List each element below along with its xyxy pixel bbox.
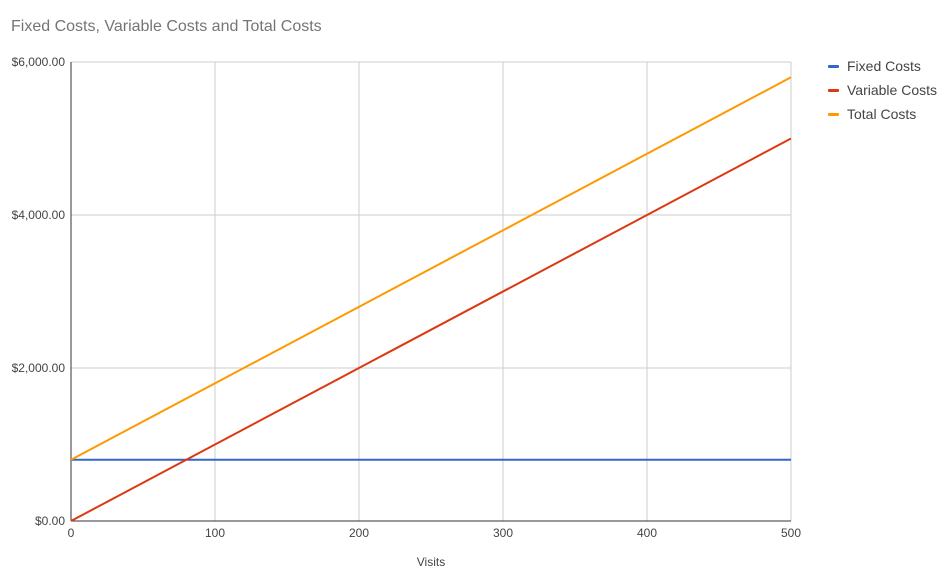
- x-tick-label: 500: [781, 526, 801, 540]
- legend-swatch: [828, 64, 839, 68]
- chart-legend: Fixed Costs Variable Costs Total Costs: [828, 54, 937, 126]
- legend-label: Total Costs: [847, 106, 917, 122]
- legend-label: Fixed Costs: [847, 58, 921, 74]
- legend-swatch: [828, 112, 839, 116]
- legend-swatch: [828, 88, 839, 92]
- y-tick-label: $2,000.00: [12, 361, 66, 375]
- x-tick-label: 300: [493, 526, 513, 540]
- legend-item: Variable Costs: [828, 78, 937, 102]
- x-axis-title: Visits: [417, 555, 445, 569]
- chart-title: Fixed Costs, Variable Costs and Total Co…: [11, 18, 322, 35]
- legend-label: Variable Costs: [847, 82, 938, 98]
- legend-item: Total Costs: [828, 102, 937, 126]
- x-tick-label: 100: [205, 526, 225, 540]
- x-tick-label: 0: [68, 526, 75, 540]
- series-line-total-costs: [70, 76, 792, 461]
- x-tick-label: 200: [349, 526, 369, 540]
- legend-item: Fixed Costs: [828, 54, 937, 78]
- y-tick-label: $0.00: [35, 514, 65, 528]
- y-tick-label: $6,000.00: [12, 55, 66, 69]
- y-tick-label: $4,000.00: [12, 208, 66, 222]
- series-line-variable-costs: [70, 137, 792, 522]
- x-tick-label: 400: [637, 526, 657, 540]
